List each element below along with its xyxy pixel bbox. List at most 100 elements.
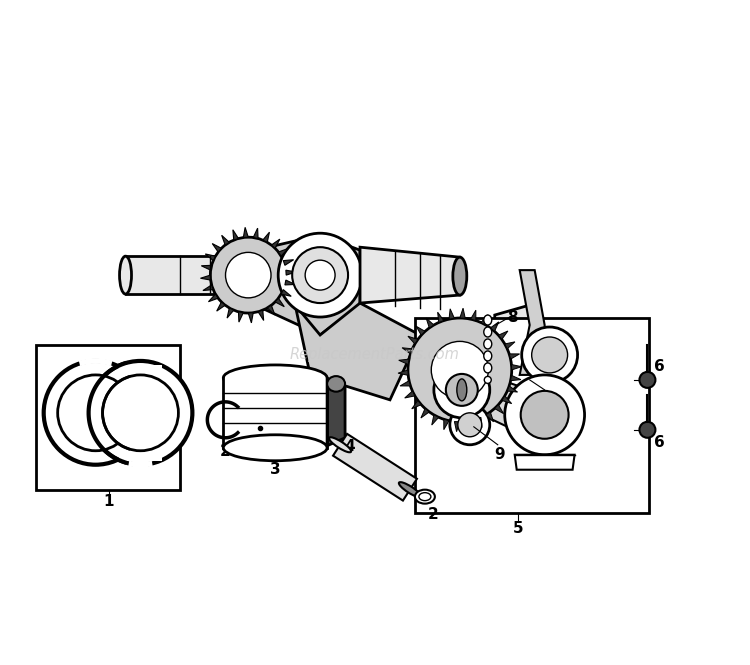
Ellipse shape (457, 379, 466, 401)
Ellipse shape (484, 351, 492, 361)
Ellipse shape (327, 376, 345, 392)
Circle shape (532, 337, 568, 373)
Polygon shape (494, 404, 503, 414)
Polygon shape (454, 422, 460, 432)
Text: 6: 6 (654, 436, 664, 450)
Polygon shape (432, 415, 439, 425)
Circle shape (278, 233, 362, 317)
Circle shape (505, 375, 584, 455)
Polygon shape (243, 227, 248, 237)
Ellipse shape (484, 315, 492, 325)
Ellipse shape (329, 438, 351, 452)
Polygon shape (490, 322, 499, 331)
Bar (415, 318, 650, 513)
Polygon shape (262, 232, 269, 242)
Polygon shape (470, 310, 476, 321)
Text: 3: 3 (270, 462, 280, 477)
Text: 6: 6 (654, 359, 664, 374)
Polygon shape (296, 303, 420, 400)
Circle shape (58, 375, 134, 451)
Circle shape (226, 253, 271, 298)
Polygon shape (514, 455, 574, 469)
Ellipse shape (484, 339, 492, 349)
Text: 5: 5 (512, 521, 523, 536)
Polygon shape (278, 249, 288, 256)
Ellipse shape (224, 435, 327, 461)
Polygon shape (426, 318, 434, 328)
Polygon shape (254, 228, 258, 239)
Circle shape (450, 405, 490, 445)
Ellipse shape (484, 327, 492, 337)
Circle shape (210, 237, 286, 313)
Polygon shape (507, 386, 518, 392)
Polygon shape (476, 418, 482, 428)
Circle shape (408, 318, 512, 422)
Polygon shape (416, 326, 425, 335)
Text: 8: 8 (508, 309, 518, 325)
Text: 2: 2 (220, 444, 231, 460)
Polygon shape (460, 308, 465, 319)
Ellipse shape (224, 365, 327, 391)
Circle shape (305, 260, 335, 290)
Bar (36, 345, 181, 489)
Text: 4: 4 (345, 440, 355, 454)
Circle shape (640, 372, 656, 388)
Polygon shape (238, 312, 243, 322)
Polygon shape (509, 354, 520, 359)
Polygon shape (520, 270, 544, 375)
Polygon shape (227, 308, 234, 318)
Text: 2: 2 (427, 507, 438, 522)
Circle shape (522, 327, 578, 383)
Ellipse shape (484, 363, 492, 373)
Ellipse shape (415, 489, 435, 503)
Text: 1: 1 (104, 494, 114, 509)
Polygon shape (281, 290, 291, 297)
Polygon shape (125, 256, 245, 294)
Circle shape (103, 375, 178, 451)
Ellipse shape (484, 376, 491, 384)
Circle shape (434, 362, 490, 418)
Text: 7: 7 (542, 386, 553, 400)
Polygon shape (217, 302, 225, 311)
Polygon shape (408, 336, 418, 344)
Polygon shape (465, 421, 470, 431)
Polygon shape (400, 380, 410, 386)
Polygon shape (232, 230, 238, 240)
Ellipse shape (419, 493, 431, 501)
Text: 9: 9 (494, 448, 505, 462)
Polygon shape (444, 419, 449, 430)
Polygon shape (118, 365, 163, 461)
Polygon shape (449, 309, 454, 319)
Polygon shape (486, 412, 494, 422)
Polygon shape (438, 312, 444, 323)
Polygon shape (255, 235, 360, 335)
Polygon shape (333, 434, 417, 501)
Text: ReplacementParts.com: ReplacementParts.com (290, 347, 460, 362)
Polygon shape (200, 275, 211, 280)
Polygon shape (499, 331, 508, 339)
Bar (224, 378, 327, 448)
Polygon shape (412, 400, 422, 409)
Polygon shape (203, 285, 213, 291)
Polygon shape (284, 260, 293, 265)
Polygon shape (399, 359, 409, 364)
Polygon shape (505, 342, 515, 349)
Polygon shape (272, 239, 280, 248)
Circle shape (458, 413, 482, 437)
Circle shape (88, 361, 193, 465)
Ellipse shape (119, 256, 131, 294)
Polygon shape (275, 298, 284, 307)
Polygon shape (398, 370, 408, 375)
Polygon shape (222, 235, 230, 245)
Polygon shape (511, 375, 521, 380)
Polygon shape (454, 305, 569, 422)
Polygon shape (267, 305, 275, 315)
Polygon shape (481, 315, 488, 325)
Polygon shape (201, 265, 211, 270)
Polygon shape (405, 391, 415, 398)
Polygon shape (248, 313, 254, 323)
Polygon shape (285, 280, 296, 285)
Circle shape (446, 374, 478, 406)
Polygon shape (402, 348, 412, 354)
Polygon shape (209, 294, 218, 302)
